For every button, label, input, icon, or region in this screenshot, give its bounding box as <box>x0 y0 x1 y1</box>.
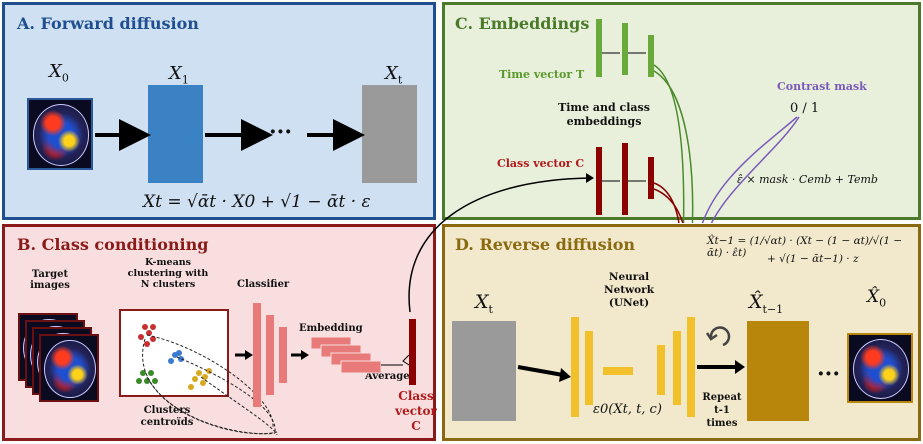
forward-equation: Xt = √ᾱt · X0 + √1 − ᾱt · ε <box>143 192 371 212</box>
class-conditioning-diagram <box>136 303 416 436</box>
embeddings-diagram <box>596 19 800 223</box>
cluster-blue <box>168 350 184 364</box>
embedding-label: Embedding <box>299 323 363 334</box>
eps-label: ε0(Xt, t, c) <box>593 402 662 417</box>
label-xhat-0: X̂0 <box>867 287 887 310</box>
clusters-centroids-label: Clusters centroïds <box>140 405 194 428</box>
class-vector-bars <box>596 143 654 215</box>
panel-class-conditioning: B. Class conditioning Target images K-me… <box>2 224 437 441</box>
mask-values: 0 / 1 <box>790 101 820 116</box>
time-vector-label: Time vector T <box>499 68 585 81</box>
label-xhat-t-1: X̂t−1 <box>749 291 784 316</box>
embedding-stack <box>310 336 382 374</box>
forward-arrows <box>95 119 365 151</box>
brain-scan-image <box>847 333 913 403</box>
noisy-image-block-t <box>362 85 417 183</box>
brain-scan-image <box>39 334 99 402</box>
panel-title: B. Class conditioning <box>17 235 209 254</box>
time-vector-bars <box>596 19 654 77</box>
panel-embeddings: C. Embeddings Time vector T Time and cla… <box>442 2 921 223</box>
panel-title: C. Embeddings <box>455 14 590 33</box>
cluster-yellow <box>188 368 212 390</box>
arrow-right-icon <box>517 365 564 377</box>
refresh-icon <box>705 326 731 347</box>
class-vector-bar <box>409 319 416 385</box>
class-vector-label: Class vector C <box>497 157 585 170</box>
ellipsis: ··· <box>269 119 292 145</box>
ellipsis: ··· <box>817 361 840 387</box>
time-class-emb-label: Time and class embeddings <box>558 101 650 128</box>
class-vector-label: Class vector C <box>395 389 437 433</box>
classifier-layers <box>253 303 287 407</box>
kmeans-label: K-means clustering with N clusters <box>127 257 209 290</box>
panel-forward-diffusion: A. Forward diffusion X0 X1 Xt ··· Xt = √… <box>2 2 436 220</box>
label-x1: X1 <box>169 63 189 87</box>
formula-line-1: X̂t−1 = (1/√αt) · (Xt − (1 − αt)/√(1 − ᾱ… <box>707 235 903 259</box>
label-xt: Xt <box>385 63 403 87</box>
formula-line-2: + √(1 − ᾱt−1) · z <box>767 253 859 265</box>
noisy-input-block <box>452 321 516 421</box>
panel-title: A. Forward diffusion <box>17 14 199 33</box>
label-x0: X0 <box>49 61 69 85</box>
denoised-block <box>747 321 809 421</box>
brain-scan-image <box>27 98 93 170</box>
unet-layers <box>571 317 695 417</box>
network-label: Neural Network (UNet) <box>604 271 654 309</box>
classifier-label: Classifier <box>237 279 290 290</box>
contrast-mask-label: Contrast mask <box>777 80 867 93</box>
reverse-diagram <box>517 317 745 417</box>
embedding-formula: ε̂ × mask · Cemb + Temb <box>737 173 878 186</box>
centroid-links <box>142 334 278 436</box>
average-label: Average <box>365 371 410 382</box>
cluster-red <box>138 324 156 347</box>
target-images-label: Target images <box>30 269 70 291</box>
repeat-label: Repeat t-1 times <box>702 392 742 429</box>
noisy-image-block-1 <box>148 85 203 183</box>
panel-reverse-diffusion: D. Reverse diffusion X̂t−1 = (1/√αt) · (… <box>442 224 921 441</box>
